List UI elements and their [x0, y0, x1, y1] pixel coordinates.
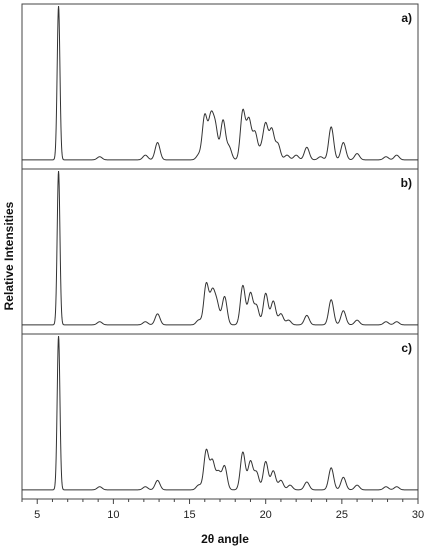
peak-point-8 — [215, 128, 216, 129]
peak-point-7 — [212, 293, 213, 294]
panels-group: a) b) c) — [21, 3, 419, 500]
peak-point-7 — [210, 118, 211, 119]
x-axis-label: 2θ angle — [201, 532, 249, 546]
y-axis-label: Relative Intensities — [2, 201, 16, 310]
peak-point-14 — [261, 150, 262, 151]
x-axis: 5 10 15 20 25 30 — [21, 499, 424, 521]
diffraction-series — [22, 5, 418, 161]
peak-point-15 — [265, 125, 266, 126]
diffraction-series — [22, 335, 418, 491]
peak-point-8 — [218, 472, 219, 473]
panel-frame — [21, 3, 419, 170]
x-tick-label: 30 — [412, 509, 424, 521]
panel-label: a) — [401, 11, 412, 25]
x-tick-label: 20 — [260, 509, 272, 521]
panel-label: b) — [401, 176, 412, 190]
x-tick-label: 10 — [107, 509, 119, 521]
panel-1: a) — [21, 3, 419, 170]
panel-2: b) — [21, 168, 419, 335]
x-tick-label: 5 — [34, 509, 40, 521]
peak-point-8 — [216, 304, 217, 305]
x-tick-label: 25 — [336, 509, 348, 521]
panel-frame — [21, 333, 419, 500]
x-tick-label: 15 — [183, 509, 195, 521]
panel-label: c) — [401, 341, 412, 355]
peak-point-12 — [248, 120, 249, 121]
peak-point-7 — [212, 461, 213, 462]
panel-3: c) — [21, 333, 419, 500]
diffraction-series — [22, 170, 418, 326]
